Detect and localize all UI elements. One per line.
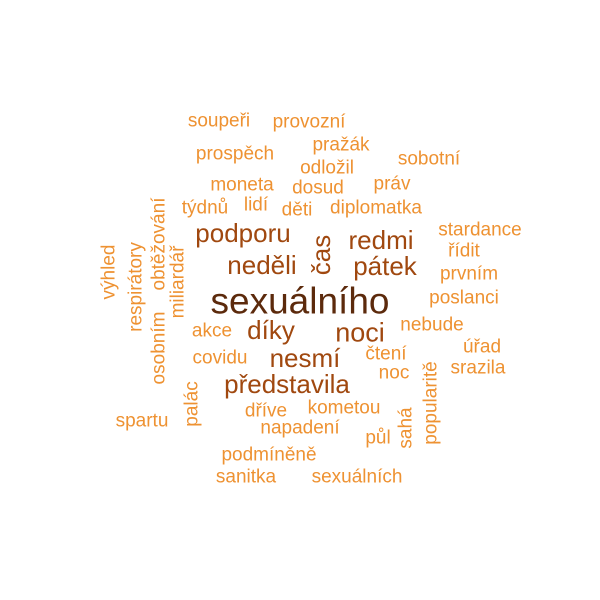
word: spartu — [115, 410, 169, 432]
word: výhled — [98, 244, 120, 300]
word: provozní — [272, 111, 346, 133]
word: diplomatka — [330, 197, 422, 219]
word: nebude — [400, 314, 464, 336]
word: sexuálního — [210, 280, 390, 322]
word: řídit — [448, 240, 480, 262]
word: sanitka — [215, 466, 277, 488]
word: redmi — [348, 225, 414, 255]
word: představila — [224, 369, 350, 399]
word: prvním — [439, 263, 499, 285]
word: práv — [373, 173, 411, 195]
word: napadení — [260, 417, 340, 439]
word: dříve — [244, 400, 288, 422]
word: čas — [306, 234, 336, 276]
word: půl — [365, 427, 391, 449]
word: kometou — [307, 397, 381, 419]
word: covidu — [192, 347, 248, 369]
word: noc — [378, 362, 410, 384]
word: úřad — [462, 336, 502, 358]
word: osobním — [148, 311, 170, 385]
word: děti — [281, 199, 313, 221]
word: lidí — [243, 194, 269, 216]
word: neděli — [227, 250, 297, 280]
word: dosud — [292, 177, 344, 199]
word: moneta — [210, 174, 274, 196]
word: stardance — [438, 219, 522, 241]
word: miliardář — [167, 245, 189, 319]
word: sexuálních — [311, 466, 403, 488]
word: obtěžování — [148, 197, 170, 291]
word: noci — [335, 317, 385, 348]
word: poslanci — [429, 287, 499, 309]
word: podporu — [195, 218, 291, 248]
word: díky — [247, 315, 295, 345]
word: sobotní — [397, 148, 461, 170]
word: prospěch — [195, 143, 275, 165]
word: pražák — [312, 134, 370, 156]
word: čtení — [365, 343, 407, 365]
word: nesmí — [269, 343, 341, 373]
word: palác — [181, 381, 203, 427]
word: sahá — [395, 407, 417, 449]
word: respirátory — [125, 242, 147, 332]
word: akce — [191, 320, 233, 342]
word: soupeři — [187, 110, 251, 132]
word: odložil — [300, 157, 354, 179]
word: pátek — [353, 251, 417, 281]
word: popularitě — [420, 361, 442, 445]
word: podmíněně — [221, 444, 317, 466]
word: srazila — [450, 357, 506, 379]
word: týdnů — [181, 197, 229, 219]
